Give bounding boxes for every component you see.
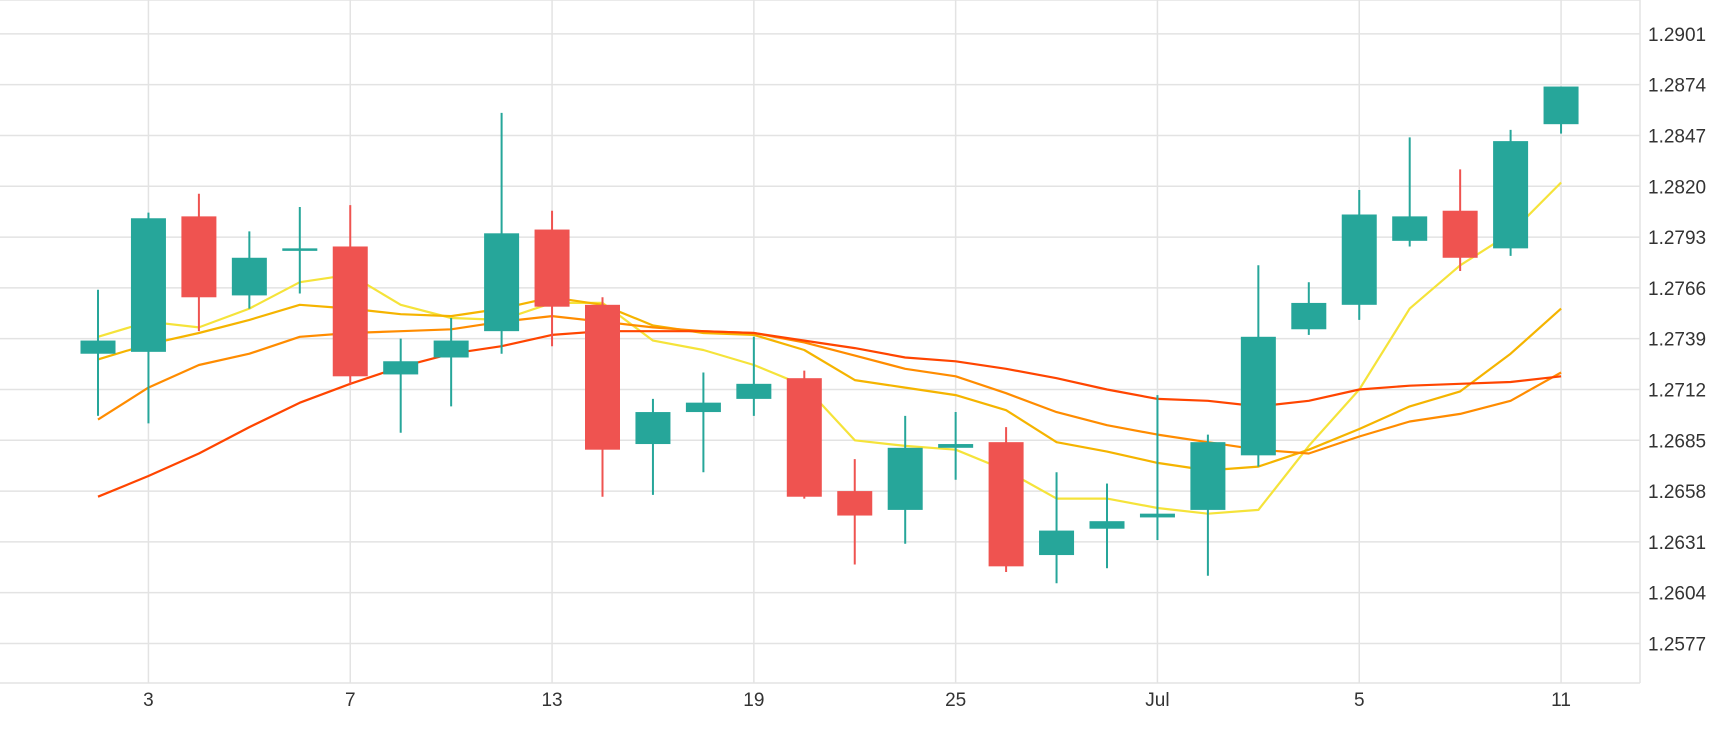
- y-tick-label: 1.2766: [1648, 279, 1706, 300]
- candle-body: [1291, 302, 1327, 330]
- candle-body: [1089, 521, 1125, 529]
- candle-body: [1493, 141, 1529, 249]
- y-tick-label: 1.2820: [1648, 177, 1706, 198]
- candle-body: [181, 216, 217, 298]
- moving-average-line-2: [97, 296, 1562, 472]
- candle-body: [786, 378, 822, 497]
- y-tick-label: 1.2685: [1648, 431, 1706, 452]
- y-tick-label: 1.2847: [1648, 126, 1706, 147]
- candle: [534, 210, 570, 347]
- moving-average-line-3: [97, 315, 1562, 455]
- candle-body: [685, 402, 721, 413]
- x-tick-label: Jul: [1145, 690, 1169, 711]
- candle-body: [383, 361, 419, 375]
- candle: [130, 212, 166, 424]
- candle: [1543, 86, 1579, 134]
- candle: [837, 459, 873, 565]
- candle-body: [635, 412, 671, 445]
- candle: [988, 427, 1024, 572]
- y-tick-label: 1.2604: [1648, 584, 1707, 605]
- candle-body: [1139, 513, 1175, 518]
- candle: [1039, 472, 1075, 584]
- candle-body: [1392, 216, 1428, 241]
- candle-body: [484, 233, 520, 332]
- candle-body: [887, 447, 923, 510]
- candle: [1493, 129, 1529, 256]
- candle: [231, 231, 267, 309]
- y-tick-label: 1.2631: [1648, 533, 1706, 554]
- candle-body: [282, 248, 318, 251]
- candle: [685, 372, 721, 473]
- candle-body: [1341, 214, 1377, 305]
- y-tick-label: 1.2874: [1648, 76, 1707, 97]
- y-tick-label: 1.2793: [1648, 228, 1706, 249]
- x-tick-label: 7: [345, 690, 356, 711]
- candle-body: [938, 444, 974, 448]
- candle-body: [1240, 336, 1276, 456]
- candle: [1291, 282, 1327, 335]
- axis-layer: 1.2901 1.2874 1.2847 1.2820 1.2793 1.2766 1.27…: [143, 25, 1706, 711]
- grid-layer: [0, 0, 1641, 684]
- y-tick-label: 1.2901: [1648, 25, 1706, 46]
- candle-body: [231, 257, 267, 296]
- candle: [484, 112, 520, 354]
- candle: [1139, 395, 1175, 541]
- candle: [433, 317, 469, 407]
- candle: [181, 193, 217, 332]
- candle: [1442, 169, 1478, 271]
- candle: [736, 336, 772, 416]
- candle: [383, 338, 419, 433]
- y-tick-label: 1.2577: [1648, 634, 1706, 655]
- x-tick-label: 11: [1551, 690, 1571, 711]
- y-tick-label: 1.2739: [1648, 330, 1706, 351]
- candle-body: [433, 340, 469, 358]
- candle: [585, 297, 620, 497]
- candle: [1392, 137, 1428, 247]
- candle-body: [736, 383, 772, 399]
- x-tick-label: 3: [143, 690, 154, 711]
- candle: [80, 289, 116, 416]
- moving-average-layer: [97, 181, 1562, 515]
- candle-body: [534, 229, 570, 307]
- candle-body: [1039, 530, 1075, 556]
- candle: [282, 206, 318, 294]
- candle: [938, 412, 974, 480]
- candle: [1240, 265, 1276, 467]
- candle-body: [130, 218, 166, 352]
- candle: [1190, 434, 1226, 576]
- y-tick-label: 1.2712: [1648, 380, 1706, 401]
- candle-body: [1190, 442, 1226, 510]
- x-tick-label: 13: [541, 690, 562, 711]
- candle-body: [988, 442, 1024, 567]
- y-tick-label: 1.2658: [1648, 482, 1706, 503]
- candle-layer: [80, 86, 1579, 584]
- candle-body: [332, 246, 368, 377]
- candle: [887, 415, 923, 544]
- x-tick-label: 25: [945, 690, 966, 711]
- candle-body: [80, 340, 116, 354]
- candle: [332, 205, 368, 384]
- candle-body: [1543, 86, 1579, 125]
- candle: [635, 398, 671, 495]
- candle: [1341, 190, 1377, 320]
- candle: [1089, 483, 1125, 569]
- candle-body: [1442, 210, 1478, 258]
- x-tick-label: 5: [1354, 690, 1365, 711]
- candle-body: [585, 304, 620, 450]
- candle: [786, 370, 822, 499]
- candle-body: [837, 491, 873, 516]
- x-tick-label: 19: [743, 690, 764, 711]
- moving-average-line-4: [97, 330, 1562, 498]
